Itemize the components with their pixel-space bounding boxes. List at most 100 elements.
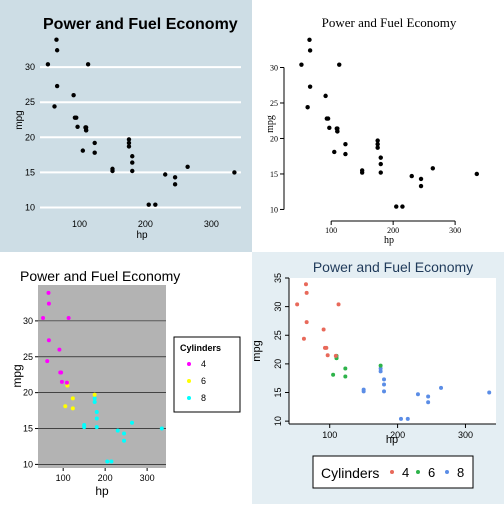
- panel-2-point: [375, 138, 380, 143]
- panel-4-point: [378, 369, 383, 374]
- panel-1-point: [130, 168, 135, 174]
- panel-4-point: [343, 374, 348, 379]
- panel-4-point: [325, 353, 330, 358]
- panel-3-point: [46, 290, 51, 295]
- panel-2-point: [359, 170, 365, 175]
- panel-3-legend-swatch: [187, 362, 191, 366]
- panel-1-point: [54, 83, 60, 89]
- panel-2-point: [343, 151, 348, 157]
- panel-4-xtick-label: 300: [458, 430, 473, 440]
- panel-1-point: [146, 202, 151, 207]
- panel-4-legend-title: Cylinders: [321, 465, 379, 481]
- panel-2-point: [307, 48, 313, 53]
- panel-2-xtick-label: 100: [325, 226, 337, 235]
- panel-3-point: [122, 431, 127, 436]
- panel-1-point: [80, 148, 86, 153]
- panel-4-point: [378, 363, 383, 368]
- panel-4-legend-label: 8: [457, 465, 464, 480]
- panel-4-point: [382, 377, 387, 382]
- panel-1-point: [74, 115, 79, 120]
- panel-2-point: [332, 149, 337, 155]
- panel-1-ytick-label: 10: [25, 202, 35, 212]
- panel-1-point: [126, 137, 132, 142]
- panel-4-point: [304, 290, 309, 295]
- panel-3-ytick-label: 20: [23, 388, 33, 398]
- panel-4-point: [333, 353, 338, 358]
- panel-3-point: [63, 404, 68, 409]
- panel-1-point: [130, 160, 135, 165]
- panel-1-point: [52, 104, 57, 109]
- panel-2-point: [327, 125, 332, 131]
- panel-2-point: [325, 116, 331, 121]
- panel-3-xlabel: hp: [95, 484, 109, 498]
- panel-4-point: [304, 320, 309, 325]
- panel-1-point: [54, 37, 59, 42]
- panel-2-point: [378, 170, 383, 175]
- panel-4-ylabel: mpg: [251, 340, 263, 361]
- panel-4-point: [301, 336, 306, 341]
- panel-4-point: [487, 390, 492, 395]
- panel-3-point: [92, 399, 97, 404]
- panel-3-legend-label: 8: [201, 393, 206, 403]
- panel-2-xtick-label: 300: [449, 226, 461, 235]
- panel-4-point: [382, 389, 387, 394]
- panel-1-ytick-label: 20: [25, 132, 35, 142]
- panel-3-xtick-label: 300: [140, 473, 155, 483]
- panel-4-legend-swatch: [445, 470, 449, 474]
- panel-2-background: [252, 0, 504, 252]
- panel-3-legend-title: Cylinders: [180, 343, 221, 353]
- panel-2-point: [430, 166, 436, 171]
- panel-4-point: [426, 400, 431, 405]
- panel-2-point: [400, 204, 405, 209]
- panel-2-point: [337, 62, 342, 67]
- panel-2-point: [418, 176, 424, 182]
- panel-3-xtick-label: 100: [56, 473, 71, 483]
- panel-4-ytick-label: 35: [273, 273, 283, 283]
- panel-3-ytick-label: 30: [23, 316, 33, 326]
- panel-4-point: [361, 389, 366, 394]
- panel-3-xtick-label: 200: [98, 473, 113, 483]
- panel-3-point: [105, 459, 110, 464]
- panel-2-point: [409, 173, 414, 179]
- panel-2-chart: Power and Fuel Economy hp mpg 10 15 20 25 30…: [265, 15, 480, 246]
- panel-1-ylabel: mpg: [14, 110, 25, 129]
- panel-4-legend-label: 6: [428, 465, 435, 480]
- panel-2-point: [307, 84, 313, 89]
- panel-4-legend-swatch: [416, 470, 420, 474]
- panel-2-point: [334, 126, 339, 131]
- panel-2-point: [378, 161, 383, 167]
- panel-3-point: [82, 425, 87, 430]
- panel-2-ytick-label: 30: [270, 63, 278, 72]
- panel-3-ytick-label: 25: [23, 352, 33, 362]
- panel-4-xtick-label: 100: [322, 430, 337, 440]
- panel-4-chart: Power and Fuel Economy hp mpg Cylinders …: [251, 259, 496, 489]
- panel-2-ytick-label: 10: [270, 205, 278, 214]
- panel-3-point: [66, 316, 71, 321]
- panel-4-point: [426, 394, 431, 399]
- panel-3-point: [70, 406, 75, 411]
- panel-3-point: [115, 428, 120, 433]
- panel-1-xtick-label: 200: [138, 219, 153, 229]
- panel-4-plot-background: [289, 278, 496, 424]
- panel-3-point: [70, 396, 75, 401]
- panel-3-ytick-label: 10: [23, 459, 33, 469]
- panel-2-ytick-label: 15: [270, 170, 278, 179]
- panel-3-legend-label: 4: [201, 359, 206, 369]
- panel-3-point: [46, 301, 51, 306]
- panel-1-point: [163, 172, 168, 177]
- panel-4-legend-label: 4: [402, 465, 409, 480]
- panel-3-legend-swatch: [187, 379, 191, 383]
- panel-2-point: [474, 171, 480, 177]
- panel-2-point: [378, 155, 383, 160]
- panel-3-point: [57, 347, 62, 352]
- panel-1-title: Power and Fuel Economy: [43, 16, 238, 33]
- panel-1-point: [45, 62, 51, 67]
- panel-1-ytick-label: 25: [25, 97, 35, 107]
- panel-1-point: [92, 140, 97, 146]
- panel-4-point: [415, 392, 420, 397]
- panel-1-xtick-label: 100: [72, 219, 87, 229]
- panel-4-point: [303, 282, 308, 287]
- panel-4-point: [295, 302, 300, 307]
- panel-4-xtick-label: 200: [390, 430, 405, 440]
